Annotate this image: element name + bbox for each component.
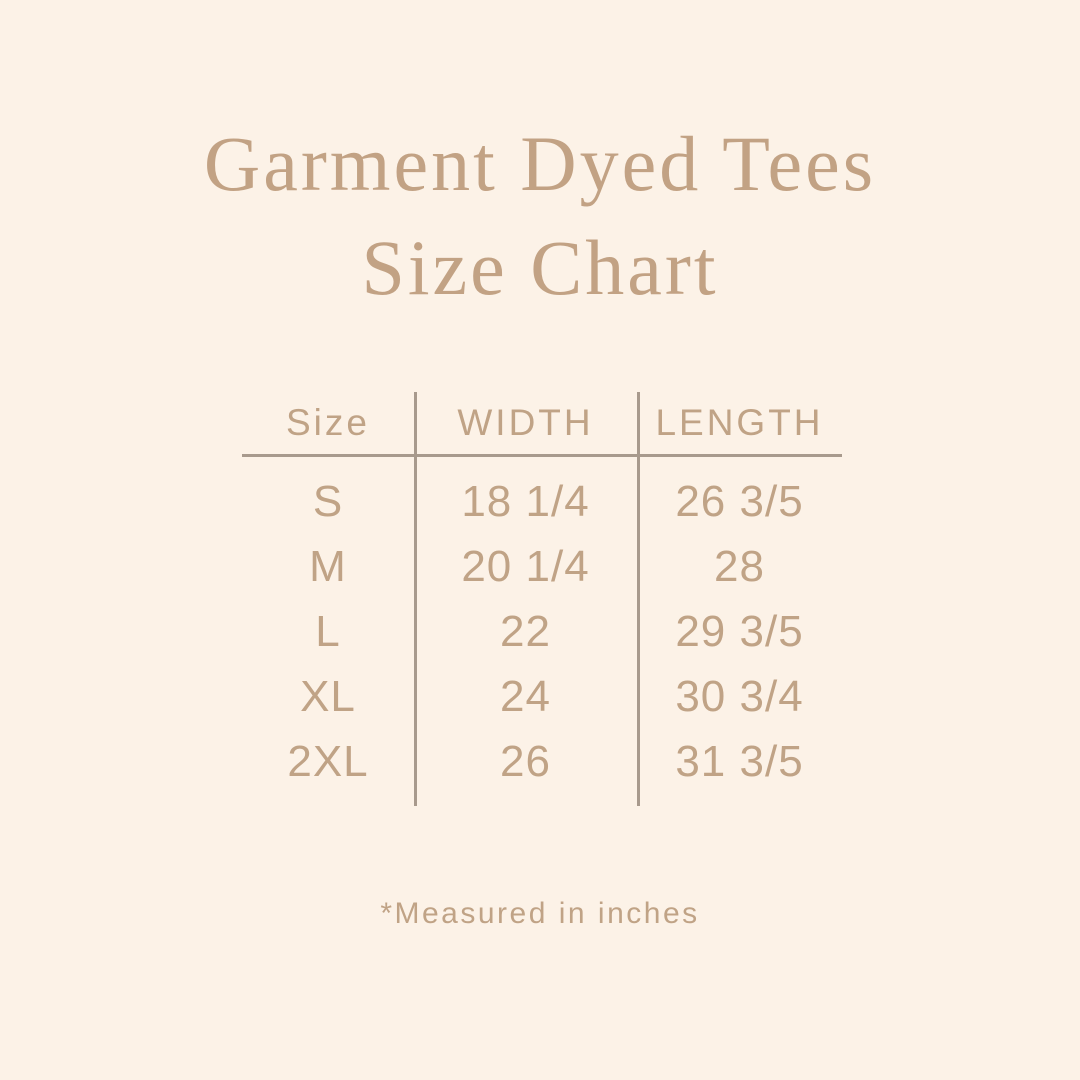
header-underline [242,454,842,457]
table-row-s: S 18 1/4 26 3/5 [242,469,842,534]
size-chart-table: Size WIDTH LENGTH S 18 1/4 26 3/5 M 20 1… [242,392,842,806]
table-header-row: Size WIDTH LENGTH [242,392,842,454]
cell-length: 28 [714,541,765,591]
cell-width: 22 [500,606,551,656]
column-divider-size-width [414,392,417,806]
column-header-size: Size [286,402,370,443]
table-row-2xl: 2XL 26 31 3/5 [242,729,842,794]
column-header-width: WIDTH [457,402,594,443]
page-title: Garment Dyed Tees Size Chart [0,112,1080,320]
table-row-xl: XL 24 30 3/4 [242,664,842,729]
cell-length: 30 3/4 [675,671,804,721]
cell-size: XL [300,671,356,721]
title-line-2: Size Chart [361,224,719,311]
cell-width: 24 [500,671,551,721]
table-row-l: L 22 29 3/5 [242,599,842,664]
cell-length: 26 3/5 [675,476,804,526]
column-divider-width-length [637,392,640,806]
cell-width: 18 1/4 [461,476,590,526]
table-body: S 18 1/4 26 3/5 M 20 1/4 28 L 22 29 3/5 … [242,469,842,794]
cell-size: S [312,476,344,526]
cell-width: 20 1/4 [461,541,590,591]
cell-size: M [309,541,347,591]
cell-length: 31 3/5 [675,736,804,786]
cell-width: 26 [500,736,551,786]
cell-size: 2XL [287,736,369,786]
column-header-length: LENGTH [655,402,824,443]
table-row-m: M 20 1/4 28 [242,534,842,599]
title-line-1: Garment Dyed Tees [203,120,877,207]
footnote: *Measured in inches [380,897,700,930]
cell-size: L [315,606,341,656]
cell-length: 29 3/5 [675,606,804,656]
